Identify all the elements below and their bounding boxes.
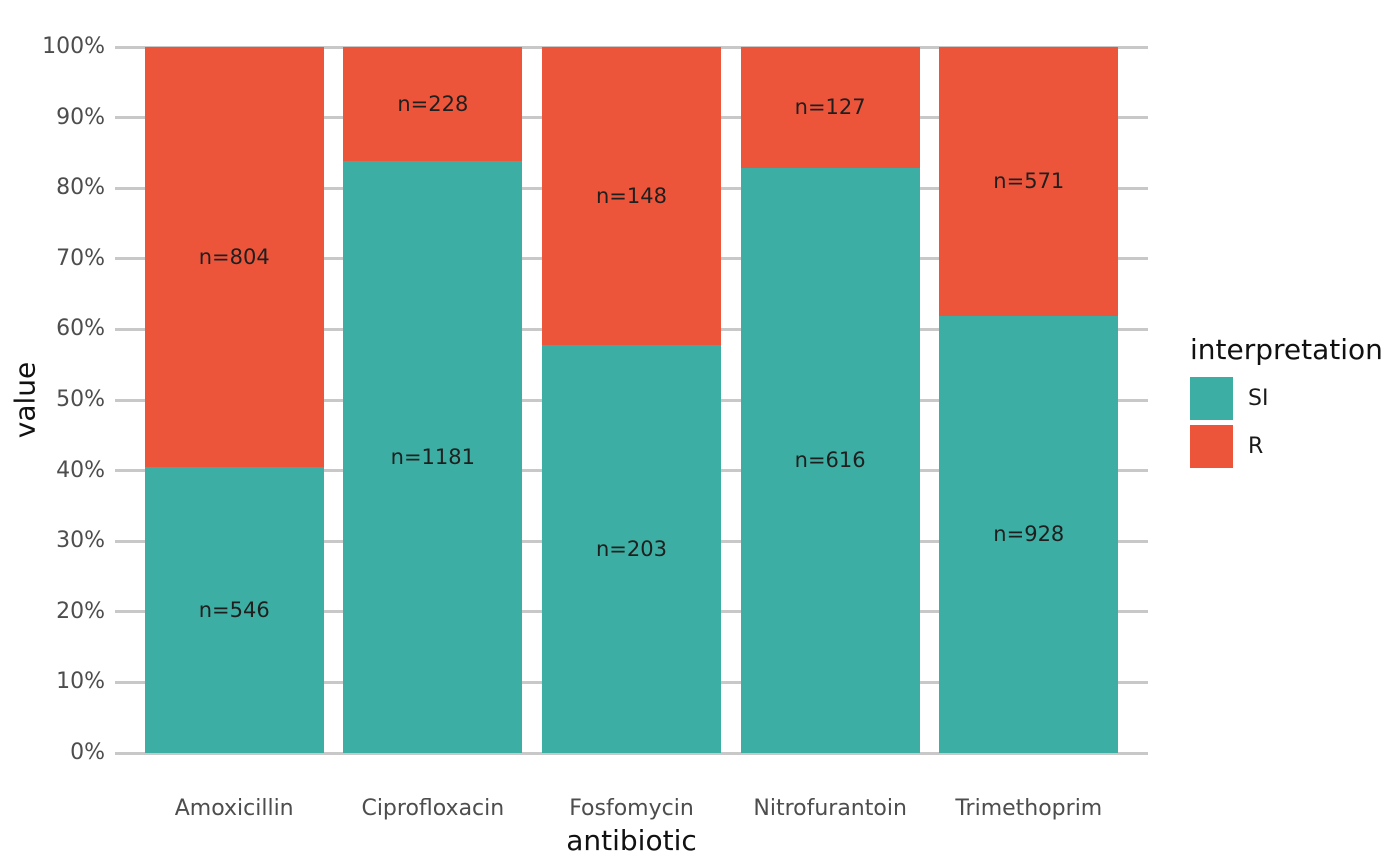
bar-segment-si	[542, 344, 721, 753]
gridline	[115, 751, 1148, 755]
x-tick-label: Trimethoprim	[955, 796, 1103, 821]
bar-segment-si	[144, 467, 324, 753]
bar-segment-si	[343, 161, 523, 753]
y-tick-label: 40%	[56, 457, 105, 483]
bar-segment-count-label: n=148	[595, 183, 667, 208]
bar-segment-r	[343, 47, 523, 162]
legend-title: interpretation	[1190, 333, 1383, 366]
bar-segment-si	[939, 315, 1119, 753]
bar-segment-r	[939, 47, 1119, 316]
legend-entry: R	[1190, 425, 1383, 468]
bar-segment-si	[740, 167, 920, 753]
x-tick-label: Ciprofloxacin	[361, 796, 505, 821]
bar-segment-count-label: n=546	[198, 598, 270, 623]
bar-segment-r	[542, 47, 721, 345]
x-tick-label: Fosfomycin	[569, 796, 694, 821]
bar-segment-count-label: n=228	[397, 92, 469, 117]
y-tick-label: 20%	[56, 598, 105, 624]
bar-segment-count-label: n=1181	[390, 445, 475, 470]
x-tick-label: Nitrofurantoin	[753, 796, 907, 821]
legend: interpretation SI R	[1190, 333, 1383, 473]
legend-entry: SI	[1190, 377, 1383, 420]
y-tick-label: 70%	[56, 245, 105, 271]
x-axis-title: antibiotic	[566, 824, 697, 857]
legend-entries: SI R	[1190, 377, 1383, 468]
legend-entry-label: SI	[1248, 386, 1269, 411]
bar-segment-count-label: n=804	[198, 245, 270, 270]
y-tick-label: 10%	[56, 669, 105, 695]
y-tick-label: 80%	[56, 175, 105, 201]
y-tick-label: 30%	[56, 528, 105, 554]
legend-entry-label: R	[1248, 434, 1264, 459]
legend-key-swatch	[1190, 377, 1233, 420]
bar-segment-count-label: n=127	[794, 95, 866, 120]
bar-segment-r	[740, 47, 920, 168]
bar-segment-r	[144, 47, 324, 468]
y-tick-label: 0%	[70, 740, 105, 765]
x-tick-label: Amoxicillin	[174, 796, 294, 821]
bar-segment-count-label: n=928	[993, 522, 1065, 547]
bar-segment-count-label: n=571	[993, 169, 1065, 194]
bar-segment-count-label: n=616	[794, 448, 866, 473]
y-tick-label: 60%	[56, 316, 105, 342]
bar-segment-count-label: n=203	[595, 536, 667, 561]
y-tick-label: 50%	[56, 387, 105, 412]
y-tick-label: 100%	[42, 34, 105, 59]
y-tick-label: 90%	[56, 104, 105, 130]
legend-key-swatch	[1190, 425, 1233, 468]
